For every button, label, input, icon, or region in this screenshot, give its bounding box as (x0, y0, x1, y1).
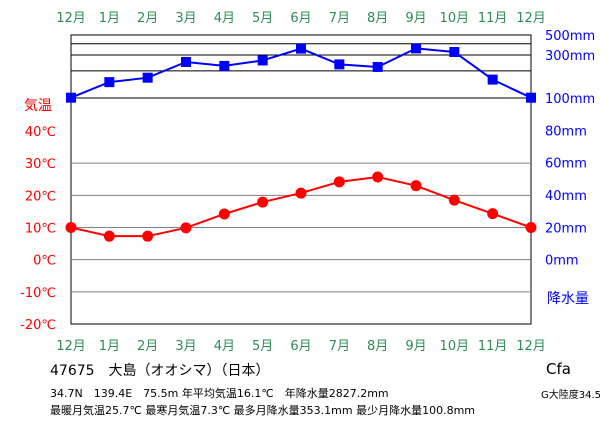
temperature-tick: -10℃ (20, 286, 56, 301)
temperature-point (448, 194, 460, 206)
month-label-top: 10月 (440, 11, 470, 26)
temperature-point (65, 222, 77, 233)
precipitation-axis-title: 降水量 (547, 291, 589, 307)
temperature-tick: -20℃ (20, 318, 56, 333)
precipitation-point (411, 43, 421, 54)
temperature-point (487, 208, 499, 220)
koppen-class: Cfa (546, 360, 571, 378)
month-label-top: 12月 (56, 11, 86, 26)
month-label-top: 6月 (290, 11, 311, 26)
temperature-tick: 10℃ (25, 222, 56, 237)
month-label-bottom: 6月 (290, 339, 311, 354)
axis-labels: 12月 1月 2月 3月 4月 5月 6月 7月 8月 9月 10月 11月 12月 12月 1月 2月 3月 4… (20, 11, 595, 354)
month-label-bottom: 9月 (405, 339, 426, 354)
precip-tick: 20mm (545, 221, 587, 236)
precip-tick: 300mm (545, 49, 595, 64)
month-label-bottom: 12月 (56, 339, 86, 354)
temperature-tick: 40℃ (25, 125, 56, 140)
precipitation-point (372, 61, 383, 72)
temperature-tick: 0℃ (33, 254, 56, 269)
month-label-top: 5月 (252, 11, 273, 26)
precipitation-point (142, 72, 153, 83)
month-label-bottom: 10月 (440, 339, 470, 354)
temperature-point (295, 187, 307, 199)
station-header: 47675 大島（オオシマ）（日本） (50, 363, 270, 379)
temperature-tick: 30℃ (25, 157, 56, 172)
precip-tick: 0mm (545, 254, 579, 269)
temperature-point (257, 196, 269, 208)
temperature-point (142, 230, 154, 242)
temperature-axis-title: 気温 (24, 98, 52, 114)
precipitation-line (70, 47, 532, 99)
precipitation-point (526, 92, 536, 103)
month-label-top: 11月 (478, 11, 508, 26)
month-label-top: 4月 (214, 11, 235, 26)
precipitation-point (66, 92, 76, 103)
station-summary: 34.7N 139.4E 75.5m 年平均気温16.1℃ 年降水量2827.2… (50, 387, 389, 400)
precipitation-point (296, 43, 306, 54)
temperature-point (333, 176, 345, 188)
month-label-bottom: 2月 (137, 339, 158, 354)
precip-tick: 60mm (545, 157, 587, 172)
temperature-point (410, 180, 422, 192)
precip-tick: 40mm (545, 189, 587, 204)
month-label-top: 7月 (329, 11, 350, 26)
month-label-top: 12月 (516, 11, 546, 26)
temperature-point (525, 222, 537, 233)
temperature-point (372, 171, 384, 183)
precipitation-point (219, 60, 230, 71)
month-label-bottom: 3月 (175, 339, 196, 354)
temperature-point (180, 222, 192, 234)
precipitation-point (487, 74, 498, 85)
month-label-bottom: 5月 (252, 339, 273, 354)
data-series (65, 43, 537, 242)
climate-chart: 12月 1月 2月 3月 4月 5月 6月 7月 8月 9月 10月 11月 12月 12月 1月 2月 3月 4… (20, 11, 595, 354)
precipitation-point (257, 55, 268, 66)
month-label-top: 3月 (175, 11, 196, 26)
month-label-top: 9月 (405, 11, 426, 26)
month-label-top: 1月 (99, 11, 120, 26)
temperature-point (218, 208, 230, 220)
temperature-point (103, 230, 115, 242)
precip-tick: 100mm (545, 92, 595, 107)
month-label-top: 2月 (137, 11, 158, 26)
precipitation-point (181, 56, 191, 67)
precipitation-point (449, 46, 460, 57)
month-label-top: 8月 (367, 11, 388, 26)
month-label-bottom: 1月 (99, 339, 120, 354)
station-extremes: 最暖月気温25.7℃ 最寒月気温7.3℃ 最多月降水量353.1mm 最少月降水… (50, 404, 476, 417)
month-label-bottom: 7月 (329, 339, 350, 354)
precipitation-point (334, 59, 345, 70)
month-label-bottom: 11月 (478, 339, 508, 354)
month-label-bottom: 4月 (214, 339, 235, 354)
continentality-index: G大陸度34.5 (540, 390, 601, 401)
month-label-bottom: 8月 (367, 339, 388, 354)
month-label-bottom: 12月 (516, 339, 546, 354)
temperature-tick: 20℃ (25, 189, 56, 204)
precip-tick: 500mm (545, 29, 595, 44)
precip-tick: 80mm (545, 124, 587, 139)
precipitation-point (104, 77, 115, 88)
